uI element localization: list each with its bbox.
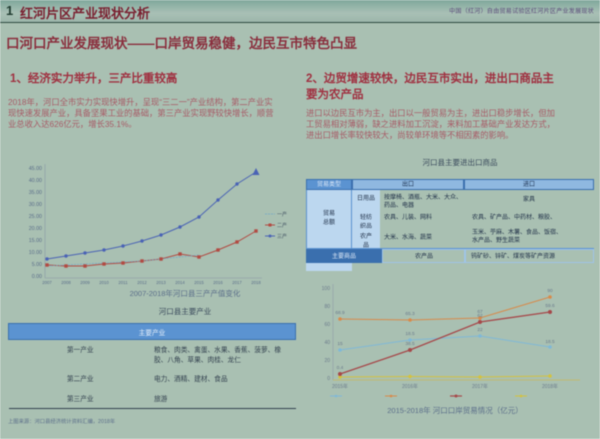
svg-text:0.4: 0.4 bbox=[337, 365, 344, 371]
svg-text:2011: 2011 bbox=[118, 280, 128, 285]
svg-text:65.3: 65.3 bbox=[405, 311, 415, 317]
svg-text:2008: 2008 bbox=[61, 280, 71, 285]
svg-text:40.00: 40.00 bbox=[29, 178, 42, 184]
svg-text:0: 0 bbox=[327, 376, 330, 382]
svg-text:22: 22 bbox=[477, 327, 483, 333]
svg-text:68.9: 68.9 bbox=[335, 310, 345, 316]
svg-text:2017: 2017 bbox=[232, 280, 242, 285]
svg-text:2018: 2018 bbox=[251, 280, 261, 285]
svg-text:45.00: 45.00 bbox=[29, 166, 42, 172]
svg-text:59.6: 59.6 bbox=[545, 303, 555, 309]
svg-text:30.00: 30.00 bbox=[29, 202, 42, 208]
svg-text:2013: 2013 bbox=[156, 280, 166, 285]
svg-text:90: 90 bbox=[547, 288, 553, 294]
svg-text:25.00: 25.00 bbox=[29, 214, 42, 220]
svg-text:62: 62 bbox=[477, 313, 483, 319]
svg-text:100: 100 bbox=[322, 286, 331, 292]
svg-text:40: 40 bbox=[324, 340, 330, 346]
svg-text:三产: 三产 bbox=[277, 233, 287, 240]
svg-text:2017年: 2017年 bbox=[472, 383, 488, 390]
svg-text:60: 60 bbox=[324, 322, 330, 328]
svg-text:2009: 2009 bbox=[80, 280, 90, 285]
svg-text:20.00: 20.00 bbox=[29, 226, 42, 232]
svg-text:一产: 一产 bbox=[277, 211, 287, 218]
svg-text:18.5: 18.5 bbox=[545, 339, 555, 345]
svg-text:2010: 2010 bbox=[99, 280, 109, 285]
svg-text:2015: 2015 bbox=[194, 280, 204, 285]
svg-text:2007: 2007 bbox=[42, 280, 52, 285]
svg-text:2018年: 2018年 bbox=[542, 383, 558, 390]
svg-text:15.00: 15.00 bbox=[29, 238, 42, 244]
svg-text:2016: 2016 bbox=[213, 280, 223, 285]
svg-text:2016年: 2016年 bbox=[402, 383, 418, 390]
svg-text:20: 20 bbox=[324, 358, 330, 364]
svg-text:35.00: 35.00 bbox=[29, 190, 42, 196]
svg-text:10.00: 10.00 bbox=[29, 250, 42, 256]
svg-text:18.5: 18.5 bbox=[405, 331, 415, 337]
svg-text:5.00: 5.00 bbox=[32, 262, 42, 268]
svg-text:15: 15 bbox=[337, 341, 343, 347]
svg-text:0.00: 0.00 bbox=[32, 274, 42, 280]
svg-text:2015年: 2015年 bbox=[332, 383, 348, 390]
svg-text:2014: 2014 bbox=[175, 280, 185, 285]
svg-text:38.5: 38.5 bbox=[405, 341, 415, 347]
svg-text:2012: 2012 bbox=[137, 280, 147, 285]
svg-text:80: 80 bbox=[324, 304, 330, 310]
svg-text:二产: 二产 bbox=[277, 222, 287, 229]
